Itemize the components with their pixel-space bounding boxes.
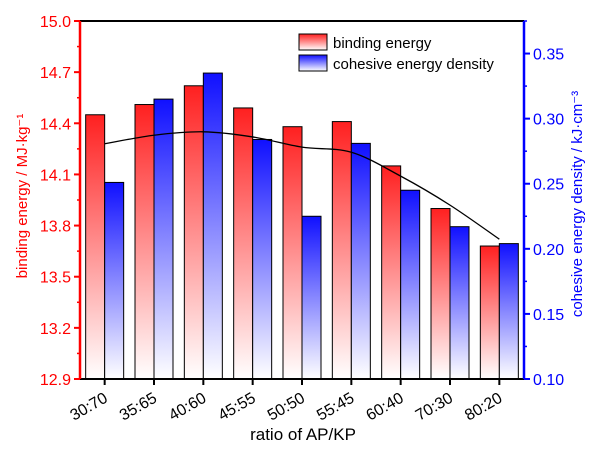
y-left-tick-label: 12.9 xyxy=(40,372,71,389)
legend-label-cohesive-energy-density: cohesive energy density xyxy=(333,56,494,73)
legend: binding energy cohesive energy density xyxy=(298,33,494,73)
bar-binding-energy xyxy=(233,107,254,380)
y-axis-left-label: binding energy / MJ·kg⁻¹ xyxy=(14,114,31,279)
bar-cohesive-energy-density xyxy=(301,215,322,380)
trend-group xyxy=(104,131,500,240)
bar-binding-energy xyxy=(183,85,204,380)
bar-cohesive-energy-density xyxy=(449,226,470,380)
x-tick-label: 30:70 xyxy=(67,390,110,425)
y-left-tick-label: 15.0 xyxy=(40,14,71,31)
y-right-tick-label: 0.15 xyxy=(533,307,564,324)
y-right-tick-label: 0.20 xyxy=(533,242,564,259)
x-tick-label: 45:55 xyxy=(215,390,258,425)
legend-label-binding-energy: binding energy xyxy=(333,35,432,52)
x-tick-label: 70:30 xyxy=(413,390,456,425)
x-tick-label: 60:40 xyxy=(363,390,406,425)
bar-cohesive-energy-density xyxy=(400,189,421,380)
x-tick-label: 40:60 xyxy=(166,390,209,425)
bar-binding-energy xyxy=(479,245,500,380)
y-axis-right-label: cohesive energy density / kJ·cm⁻³ xyxy=(569,91,586,317)
bars-group xyxy=(85,72,519,380)
bar-binding-energy xyxy=(381,165,402,380)
x-tick-label: 35:65 xyxy=(117,390,160,425)
x-tick-label: 80:20 xyxy=(462,390,505,425)
y-left-tick-label: 14.4 xyxy=(40,116,71,133)
bar-cohesive-energy-density xyxy=(104,181,125,380)
y-left-tick-label: 13.8 xyxy=(40,219,71,236)
y-left-tick-label: 13.2 xyxy=(40,321,71,338)
bar-cohesive-energy-density xyxy=(202,72,223,380)
legend-swatch-cohesive-energy-density xyxy=(298,54,328,72)
bar-binding-energy xyxy=(430,208,451,380)
bar-cohesive-energy-density xyxy=(498,243,519,380)
y-right-tick-label: 0.10 xyxy=(533,372,564,389)
trend-line xyxy=(104,131,500,240)
y-left-tick-label: 14.1 xyxy=(40,167,71,184)
bar-binding-energy xyxy=(282,126,303,380)
bar-binding-energy xyxy=(85,114,106,380)
bar-cohesive-energy-density xyxy=(153,98,174,380)
y-right-tick-label: 0.30 xyxy=(533,112,564,129)
y-right-tick-label: 0.25 xyxy=(533,177,564,194)
bar-binding-energy xyxy=(134,104,155,380)
x-tick-label: 55:45 xyxy=(314,390,357,425)
y-left-tick-label: 14.7 xyxy=(40,65,71,82)
bar-cohesive-energy-density xyxy=(252,138,273,380)
x-tick-label: 50:50 xyxy=(265,390,308,425)
y-right-tick-label: 0.35 xyxy=(533,47,564,64)
bar-binding-energy xyxy=(331,121,352,380)
legend-swatch-binding-energy xyxy=(298,33,328,51)
labels-group: ratio of AP/KP binding energy / MJ·kg⁻¹ … xyxy=(14,91,586,444)
x-axis-label: ratio of AP/KP xyxy=(250,425,356,444)
y-left-tick-label: 13.5 xyxy=(40,270,71,287)
bar-cohesive-energy-density xyxy=(350,142,371,380)
